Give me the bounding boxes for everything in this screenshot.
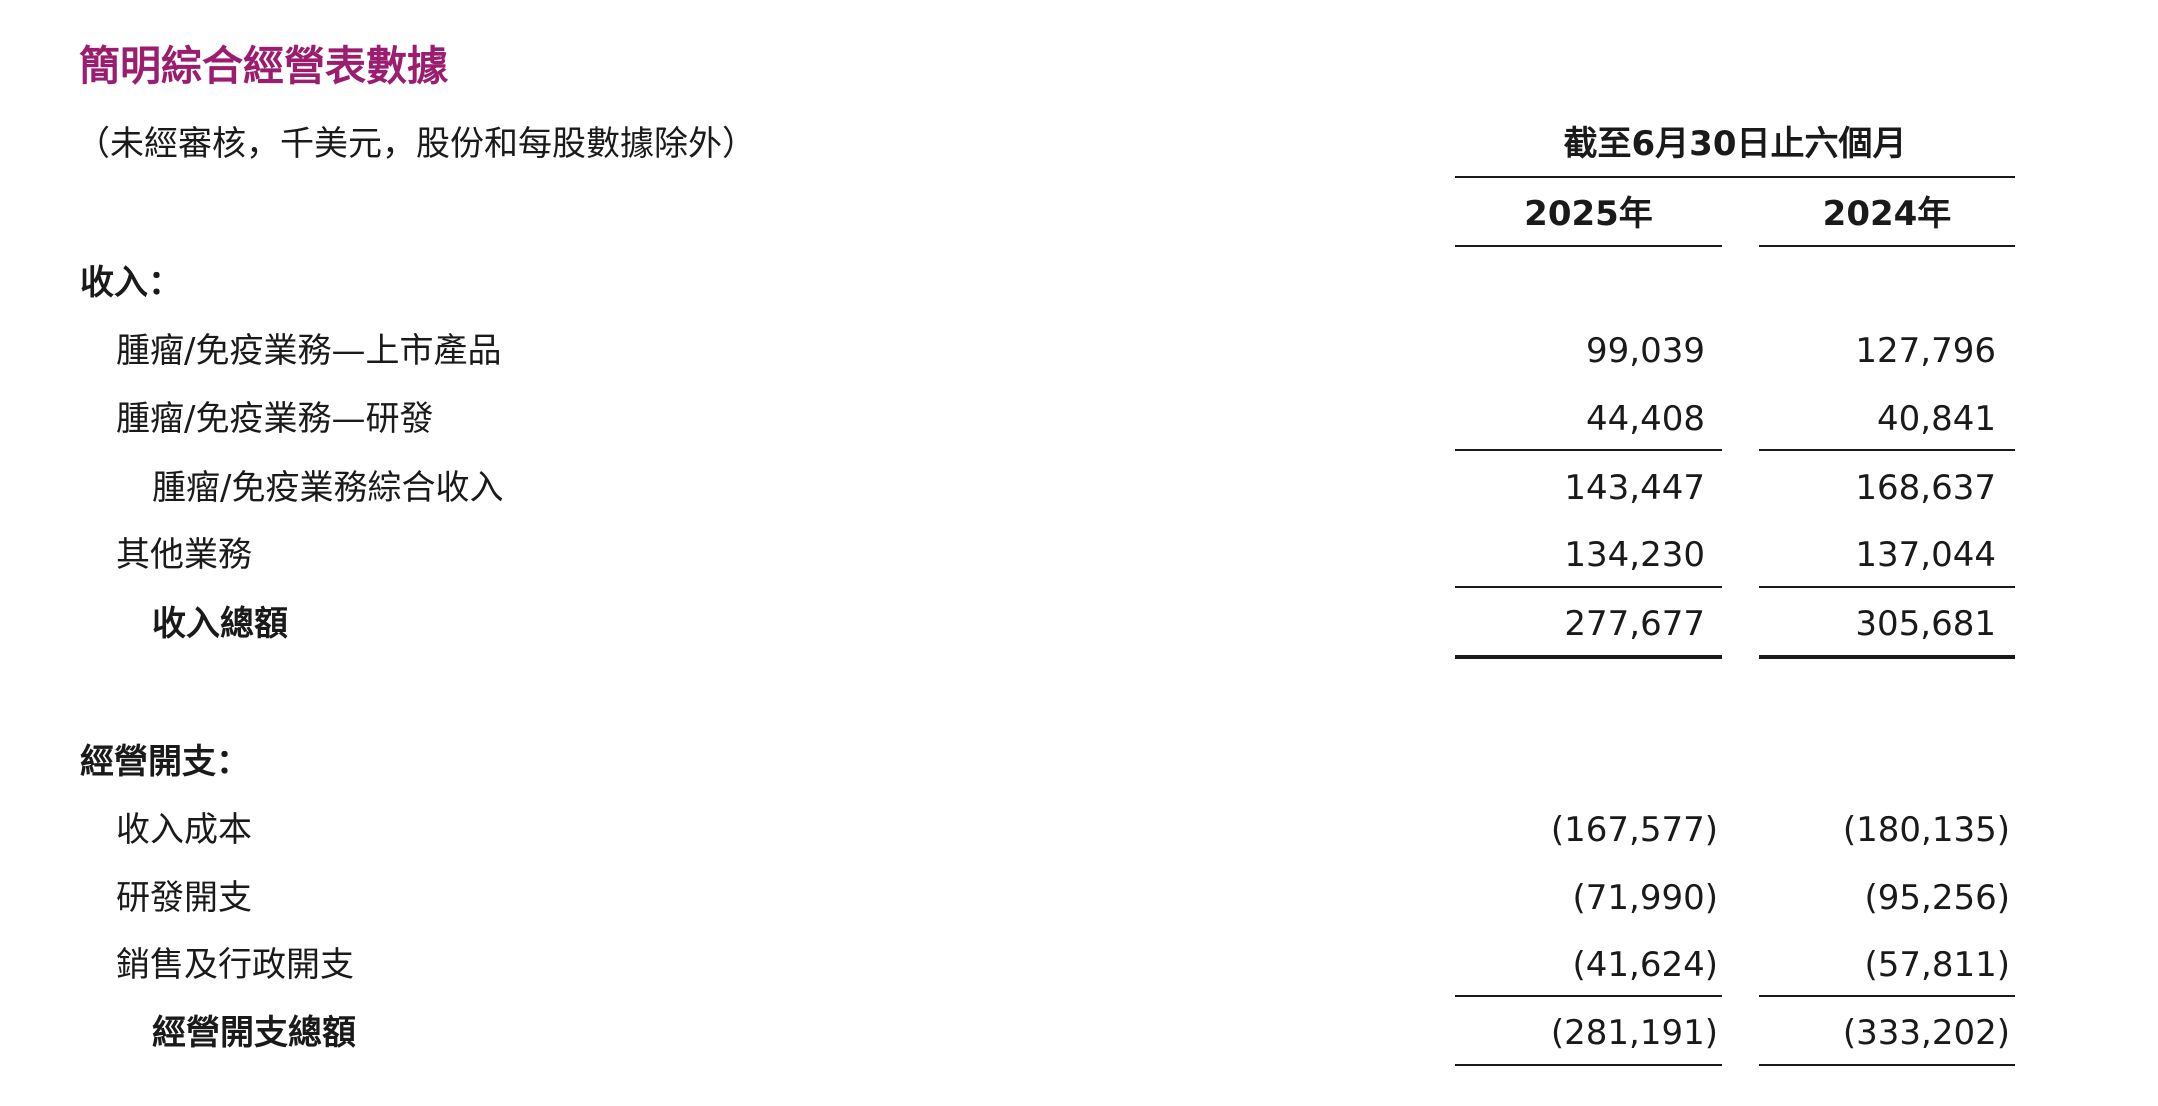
year-2025-header: 2025年 xyxy=(1524,194,1653,234)
row-label: 收入總額 xyxy=(152,604,288,644)
value-2024: 137,044 xyxy=(1855,535,1996,575)
subtotal-rule xyxy=(1455,586,1722,588)
total-rule xyxy=(1455,655,1722,659)
value-2025: 134,230 xyxy=(1564,535,1705,575)
units-note: （未經審核，千美元，股份和每股數據除外） xyxy=(76,124,756,164)
row-label: 腫瘤/免疫業務—上市產品 xyxy=(116,331,502,371)
header-rule xyxy=(1455,176,2015,178)
value-2024: (95,256) xyxy=(1864,878,2011,918)
value-2024: 305,681 xyxy=(1855,604,1996,644)
value-2024: (333,202) xyxy=(1842,1013,2010,1053)
row-label: 腫瘤/免疫業務綜合收入 xyxy=(152,468,504,508)
subtotal-rule xyxy=(1759,586,2015,588)
value-2025: 99,039 xyxy=(1586,331,1705,371)
value-2025: (71,990) xyxy=(1572,878,1719,918)
value-2025: (167,577) xyxy=(1550,810,1718,850)
row-label: 收入： xyxy=(80,263,182,303)
row-label: 銷售及行政開支 xyxy=(116,945,354,985)
value-2024: (180,135) xyxy=(1842,810,2010,850)
value-2025: 143,447 xyxy=(1564,468,1705,508)
value-2024: (57,811) xyxy=(1864,945,2011,985)
row-label: 研發開支 xyxy=(116,878,252,918)
value-2024: 40,841 xyxy=(1877,399,1996,439)
value-2024: 168,637 xyxy=(1855,468,1996,508)
year-rule-1 xyxy=(1455,245,1722,247)
value-2025: (281,191) xyxy=(1550,1013,1718,1053)
subtotal-rule xyxy=(1759,995,2015,997)
value-2025: 44,408 xyxy=(1586,399,1705,439)
subtotal-rule xyxy=(1759,449,2015,451)
year-2024-header: 2024年 xyxy=(1822,194,1952,234)
value-2025: (41,624) xyxy=(1572,945,1719,985)
total-rule xyxy=(1759,655,2015,659)
row-label: 經營開支總額 xyxy=(152,1013,356,1053)
row-label: 其他業務 xyxy=(116,535,252,575)
value-2025: 277,677 xyxy=(1564,604,1705,644)
subtotal-rule xyxy=(1455,995,1722,997)
value-2024: 127,796 xyxy=(1855,331,1996,371)
row-label: 腫瘤/免疫業務—研發 xyxy=(116,399,434,439)
year-rule-2 xyxy=(1759,245,2015,247)
page-title: 簡明綜合經營表數據 xyxy=(79,42,448,90)
subtotal-rule xyxy=(1455,449,1722,451)
period-header: 截至6月30日止六個月 xyxy=(1563,124,1907,164)
row-label: 經營開支： xyxy=(80,742,250,782)
total-rule xyxy=(1455,1064,1722,1066)
row-label: 收入成本 xyxy=(116,810,252,850)
total-rule xyxy=(1759,1064,2015,1066)
